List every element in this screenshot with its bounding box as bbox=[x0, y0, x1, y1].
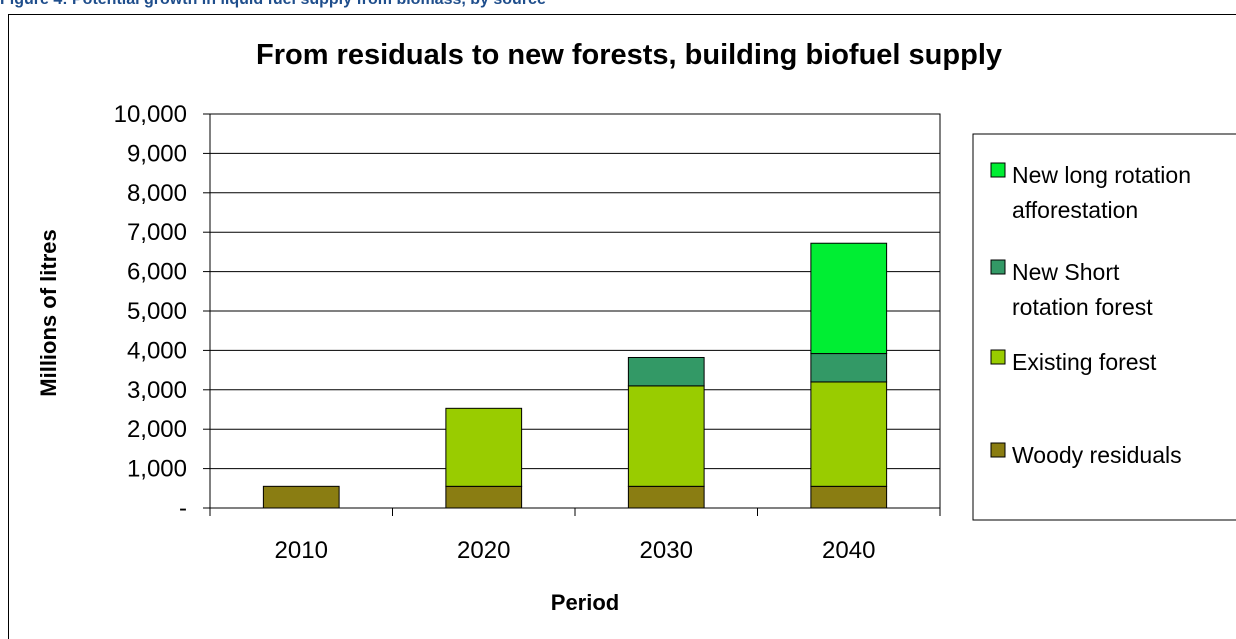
x-axis-title: Period bbox=[551, 590, 619, 615]
plot-area: - 1,000 2,000 3,000 4,000 5,000 6,000 7,000 8,00… bbox=[114, 101, 941, 564]
bar-segment bbox=[627, 485, 705, 509]
bars bbox=[262, 242, 888, 509]
x-axis-ticks: 2010 2020 2030 2040 bbox=[209, 508, 941, 564]
legend-label: New long rotation bbox=[1012, 162, 1191, 188]
chart-area bbox=[8, 14, 1236, 639]
y-tick-label: 2,000 bbox=[127, 416, 187, 443]
legend-box bbox=[972, 133, 1236, 521]
legend-label: afforestation bbox=[1012, 197, 1138, 223]
legend-label: Woody residuals bbox=[1012, 442, 1182, 468]
legend-swatch bbox=[990, 259, 1006, 275]
y-tick-label: 5,000 bbox=[127, 298, 187, 325]
y-tick-label: 9,000 bbox=[127, 140, 187, 167]
figure-caption: Figure 4: Potential growth in liquid fue… bbox=[0, 0, 546, 9]
x-tick-label: 2030 bbox=[640, 537, 693, 564]
legend-swatch bbox=[990, 442, 1006, 458]
bar-segment bbox=[810, 381, 888, 487]
y-tick-label: 4,000 bbox=[127, 337, 187, 364]
x-tick-label: 2010 bbox=[275, 537, 328, 564]
x-tick-label: 2040 bbox=[822, 537, 875, 564]
y-tick-label: - bbox=[179, 495, 187, 522]
x-tick-label: 2020 bbox=[457, 537, 510, 564]
legend-label: Existing forest bbox=[1012, 349, 1157, 375]
y-tick-label: 7,000 bbox=[127, 219, 187, 246]
legend-swatch bbox=[990, 349, 1006, 365]
bar-segment bbox=[262, 485, 340, 509]
bar-segment bbox=[445, 407, 523, 487]
y-axis-ticks: - 1,000 2,000 3,000 4,000 5,000 6,000 7,000 8,00… bbox=[114, 101, 210, 522]
legend: New long rotation afforestation New Short r… bbox=[972, 133, 1236, 521]
legend-label: New Short bbox=[1012, 259, 1120, 285]
y-tick-label: 10,000 bbox=[114, 101, 187, 128]
y-tick-label: 3,000 bbox=[127, 377, 187, 404]
y-tick-label: 8,000 bbox=[127, 180, 187, 207]
bar-segment bbox=[810, 353, 888, 383]
y-tick-label: 1,000 bbox=[127, 456, 187, 483]
bar-segment bbox=[627, 356, 705, 387]
legend-label: rotation forest bbox=[1012, 294, 1153, 320]
bar-segment bbox=[627, 385, 705, 487]
y-tick-label: 6,000 bbox=[127, 259, 187, 286]
bar-segment bbox=[810, 242, 888, 355]
bar-segment bbox=[445, 485, 523, 509]
legend-swatch bbox=[990, 162, 1006, 178]
y-axis-title: Millions of litres bbox=[36, 229, 61, 396]
bar-segment bbox=[810, 485, 888, 509]
chart-title: From residuals to new forests, building … bbox=[256, 39, 1002, 71]
